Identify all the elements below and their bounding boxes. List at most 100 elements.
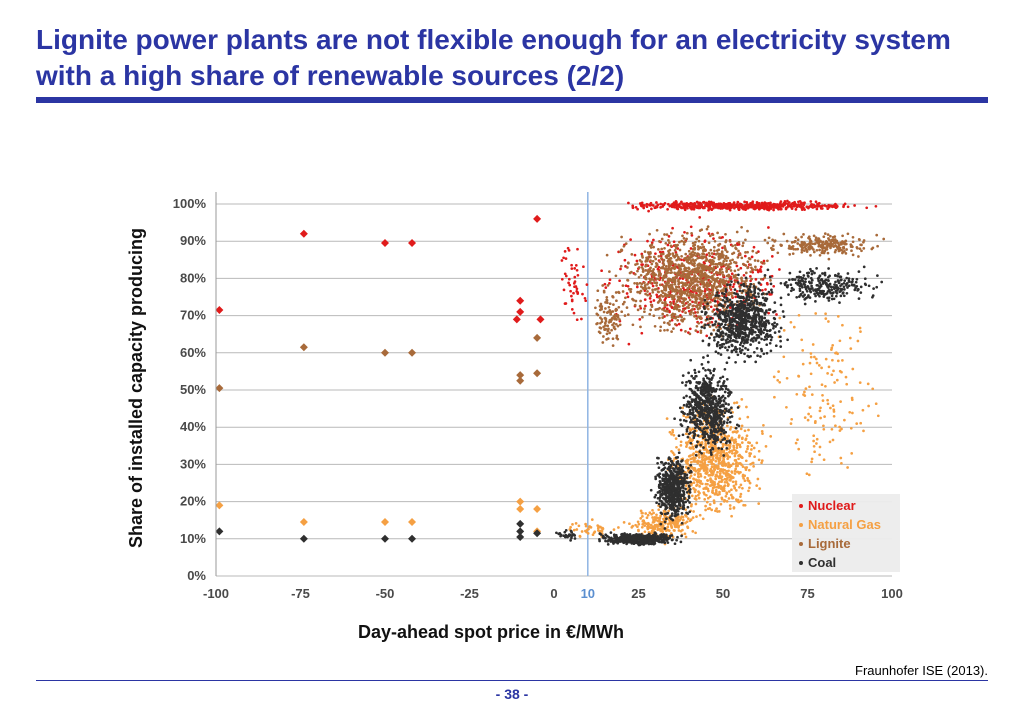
coal-point bbox=[663, 520, 667, 524]
natural-gas-point bbox=[575, 528, 579, 531]
natural-gas-point bbox=[645, 516, 649, 520]
coal-point bbox=[724, 387, 728, 391]
lignite-point bbox=[661, 266, 665, 270]
lignite-point bbox=[850, 249, 853, 253]
natural-gas-point bbox=[658, 527, 662, 531]
coal-point bbox=[649, 488, 653, 492]
nuclear-point bbox=[707, 200, 711, 204]
lignite-point bbox=[744, 264, 748, 267]
lignite-point bbox=[597, 330, 601, 334]
lignite-point bbox=[605, 298, 609, 302]
coal-point bbox=[667, 502, 670, 506]
lignite-point bbox=[626, 279, 630, 282]
natural-gas-point bbox=[739, 455, 743, 459]
lignite-point bbox=[642, 287, 645, 291]
lignite-point bbox=[668, 241, 671, 245]
natural-gas-point bbox=[683, 532, 687, 536]
nuclear-point bbox=[731, 205, 734, 209]
lignite-point bbox=[697, 235, 701, 239]
lignite-point bbox=[710, 291, 714, 294]
nuclear-point bbox=[745, 201, 749, 204]
lignite-point bbox=[798, 243, 802, 247]
natural-gas-point bbox=[732, 444, 735, 448]
lignite-point bbox=[619, 264, 623, 268]
natural-gas-point bbox=[689, 454, 692, 457]
lignite-point bbox=[608, 331, 611, 335]
lignite-point bbox=[638, 290, 641, 294]
natural-gas-point bbox=[668, 430, 672, 434]
coal-point bbox=[694, 406, 698, 410]
natural-gas-point bbox=[808, 406, 812, 409]
coal-point bbox=[657, 535, 660, 539]
lignite-point bbox=[875, 233, 879, 237]
coal-point bbox=[686, 499, 690, 502]
coal-point bbox=[647, 542, 651, 546]
nuclear-point bbox=[573, 275, 577, 279]
natural-gas-point bbox=[729, 476, 732, 480]
lignite-point bbox=[753, 259, 757, 262]
lignite-point bbox=[615, 299, 618, 303]
natural-gas-point bbox=[644, 512, 648, 515]
nuclear-point bbox=[793, 200, 796, 204]
natural-gas-point bbox=[785, 376, 789, 380]
natural-gas-point bbox=[694, 450, 698, 454]
nuclear-point bbox=[633, 253, 637, 257]
lignite-point bbox=[724, 248, 727, 252]
nuclear-point bbox=[570, 267, 574, 270]
lignite-point bbox=[692, 259, 696, 263]
lignite-point bbox=[696, 276, 699, 280]
natural-gas-point bbox=[681, 518, 685, 522]
coal-point bbox=[711, 447, 715, 451]
lignite-point bbox=[605, 295, 609, 299]
lignite-point bbox=[818, 248, 821, 252]
nuclear-point bbox=[570, 263, 573, 267]
natural-gas-point bbox=[810, 460, 813, 464]
natural-gas-point bbox=[814, 420, 817, 423]
lignite-point bbox=[720, 279, 724, 283]
lignite-point bbox=[750, 277, 753, 281]
lignite-point bbox=[669, 244, 673, 248]
lignite-point bbox=[691, 247, 695, 251]
lignite-point bbox=[762, 262, 766, 265]
natural-gas-point bbox=[757, 502, 761, 505]
lignite-point bbox=[689, 278, 693, 282]
lignite-point bbox=[686, 277, 690, 280]
lignite-point bbox=[657, 248, 660, 251]
lignite-point bbox=[746, 229, 749, 233]
natural-gas-point bbox=[671, 430, 675, 434]
plot-background bbox=[158, 186, 900, 602]
natural-gas-point bbox=[708, 455, 711, 459]
lignite-point bbox=[679, 288, 683, 291]
lignite-point bbox=[700, 268, 704, 272]
nuclear-point bbox=[728, 306, 732, 309]
nuclear-point bbox=[567, 249, 571, 252]
nuclear-point bbox=[846, 205, 850, 209]
coal-point bbox=[727, 394, 730, 398]
nuclear-point bbox=[672, 204, 676, 207]
natural-gas-point bbox=[712, 501, 716, 505]
coal-point bbox=[706, 426, 710, 429]
nuclear-point bbox=[666, 243, 670, 247]
natural-gas-point bbox=[705, 500, 709, 504]
natural-gas-point bbox=[684, 508, 688, 511]
coal-point bbox=[658, 475, 662, 479]
natural-gas-point bbox=[710, 471, 713, 475]
lignite-point bbox=[617, 291, 621, 295]
natural-gas-point bbox=[725, 500, 729, 503]
nuclear-point bbox=[817, 201, 821, 205]
natural-gas-point bbox=[696, 471, 700, 475]
lignite-point bbox=[618, 250, 622, 254]
nuclear-point bbox=[651, 204, 655, 207]
lignite-point bbox=[703, 292, 707, 296]
natural-gas-point bbox=[681, 406, 685, 410]
coal-point bbox=[719, 440, 723, 444]
natural-gas-point bbox=[636, 525, 639, 529]
nuclear-point bbox=[721, 207, 724, 210]
natural-gas-point bbox=[651, 508, 654, 512]
lignite-point bbox=[652, 275, 655, 278]
coal-point bbox=[712, 374, 715, 377]
natural-gas-point bbox=[748, 481, 752, 485]
natural-gas-point bbox=[676, 517, 679, 520]
natural-gas-point bbox=[679, 444, 683, 447]
lignite-point bbox=[721, 273, 725, 277]
